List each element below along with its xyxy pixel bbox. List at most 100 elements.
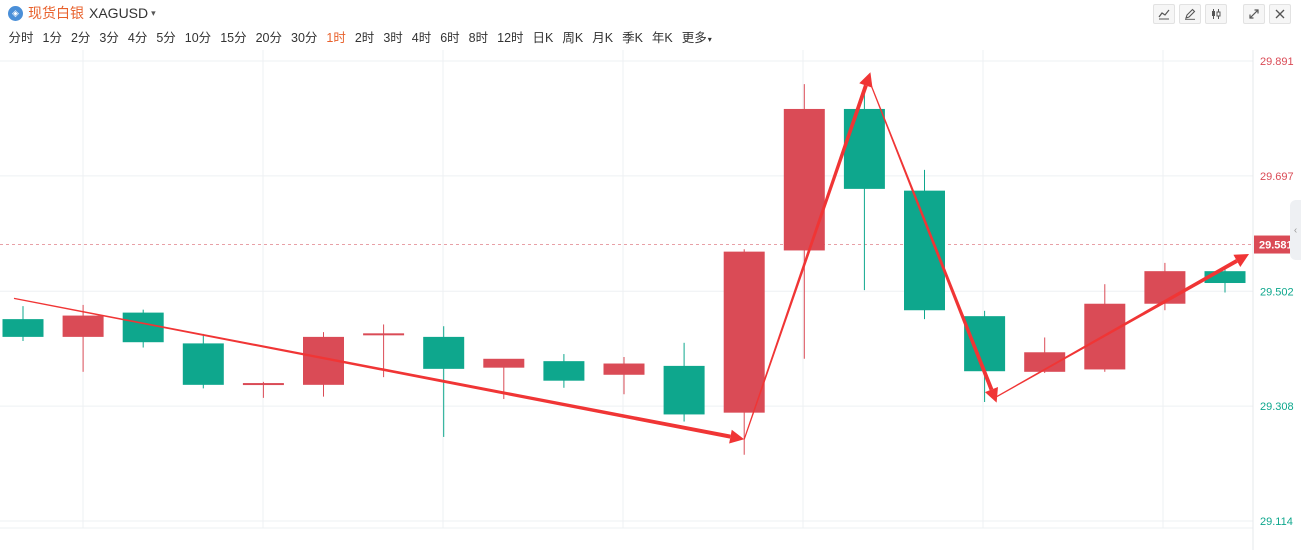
pencil-icon [1185, 8, 1196, 20]
period-tab-label: 年K [651, 30, 673, 45]
fullscreen-button[interactable] [1243, 4, 1265, 24]
candle-body [783, 108, 825, 251]
period-tab[interactable]: 15分 [216, 27, 251, 46]
period-tab-label: 日K [532, 30, 554, 45]
period-tab-label: 3时 [383, 30, 403, 45]
period-tab-label: 2时 [354, 30, 375, 45]
line-tool-button[interactable] [1153, 4, 1175, 24]
trend-arrow-shaft [13, 297, 731, 439]
candle-body [543, 361, 585, 381]
top-bar: ◈ 现货白银 XAGUSD ▾ [0, 0, 1301, 26]
draw-tool-button[interactable] [1179, 4, 1201, 24]
caret-down-icon: ▾ [707, 34, 712, 44]
period-tab[interactable]: 2时 [350, 27, 378, 46]
trend-arrow-shaft [869, 83, 994, 391]
period-tab-label: 周K [562, 30, 584, 45]
period-tab-label: 30分 [291, 30, 318, 45]
period-tab-label: 5分 [156, 30, 176, 45]
period-tab-label: 1分 [42, 30, 62, 45]
trend-arrow-head [729, 429, 745, 444]
trend-arrow-head [984, 387, 998, 403]
chevron-down-icon: ▾ [151, 7, 156, 18]
period-tab[interactable]: 分时 [4, 27, 38, 46]
candle-body [904, 190, 945, 311]
close-icon [1275, 9, 1285, 19]
expand-icon [1249, 9, 1259, 19]
candlestick-icon [1212, 9, 1221, 19]
trend-arrow-shaft [743, 84, 868, 440]
candle-body [1024, 352, 1066, 372]
candle-tool-button[interactable] [1205, 4, 1227, 24]
period-tab-label: 12时 [497, 30, 524, 45]
candle-body [182, 343, 224, 385]
toolbar [1153, 4, 1291, 24]
candle-body [483, 358, 525, 368]
collapse-panel-button[interactable]: ‹ [1290, 200, 1301, 260]
candle-body [122, 312, 164, 343]
period-tab[interactable]: 日K [528, 27, 558, 46]
trend-arrow-head [1233, 253, 1250, 267]
period-tab[interactable]: 6时 [436, 27, 464, 46]
period-tab[interactable]: 3分 [95, 27, 123, 46]
period-tab-label: 6时 [440, 30, 460, 45]
y-tick-label: 29.114 [1260, 516, 1293, 528]
period-tab[interactable]: 月K [588, 27, 618, 46]
candle-body [723, 251, 765, 413]
period-tab[interactable]: 3时 [379, 27, 407, 46]
period-tab-label: 更多 [681, 30, 707, 45]
period-tab[interactable]: 20分 [251, 27, 286, 46]
line-chart-icon [1158, 9, 1170, 20]
symbol-selector[interactable]: ◈ 现货白银 XAGUSD ▾ [8, 3, 156, 23]
trend-arrow-shaft [996, 259, 1238, 398]
candle-body [1204, 271, 1246, 284]
period-tab[interactable]: 8时 [464, 27, 492, 46]
period-tab[interactable]: 30分 [287, 27, 322, 46]
close-button[interactable] [1269, 4, 1291, 24]
period-tab-label: 4时 [411, 30, 432, 45]
trend-arrow-head [859, 72, 873, 88]
period-tab[interactable]: 季K [618, 27, 648, 46]
period-tab-label: 20分 [255, 30, 282, 45]
period-tab[interactable]: 4时 [407, 27, 435, 46]
candle-body [1144, 271, 1186, 304]
y-tick-label: 29.697 [1260, 171, 1294, 183]
candle-body [363, 333, 405, 336]
period-tab[interactable]: 1时 [322, 27, 350, 46]
period-tab-label: 季K [622, 30, 643, 45]
candle-body [242, 383, 284, 386]
y-tick-label: 29.891 [1260, 56, 1294, 68]
candle-body [603, 363, 645, 375]
period-tab[interactable]: 5分 [152, 27, 180, 46]
period-tab-label: 2分 [70, 30, 91, 45]
candle-body [423, 336, 465, 369]
symbol-name: 现货白银 [28, 5, 84, 21]
period-tabs: 分时 1分 2分 3分 4分 5分 10分 15分 20分 30分 1时 2时 3时 4时 6时 8时 12时日… [4, 26, 716, 46]
period-tab-label: 4分 [127, 30, 148, 45]
period-tab-label: 10分 [184, 30, 212, 45]
symbol-code: XAGUSD [89, 5, 149, 21]
candle-body [964, 316, 1006, 372]
period-tab[interactable]: 周K [558, 27, 588, 46]
y-tick-label: 29.308 [1260, 401, 1294, 413]
period-tab-label: 3分 [99, 30, 119, 45]
period-tab[interactable]: 年K [647, 27, 677, 46]
period-tab[interactable]: 10分 [180, 27, 215, 46]
period-tab[interactable]: 4分 [123, 27, 151, 46]
period-tab[interactable]: 2分 [66, 27, 94, 46]
period-tab[interactable]: 12时 [493, 27, 528, 46]
y-tick-label: 29.502 [1260, 286, 1294, 298]
silver-icon: ◈ [8, 5, 23, 21]
candle-body [663, 365, 705, 415]
period-tab-label: 分时 [8, 30, 34, 45]
current-price-tag [1254, 235, 1300, 254]
current-price-label: 29.581 [1259, 240, 1293, 252]
period-tab-label: 15分 [220, 30, 247, 45]
candle-body [843, 108, 885, 189]
period-tab-label: 月K [592, 30, 614, 45]
period-tab-label: 1时 [326, 30, 346, 45]
period-tab[interactable]: 1分 [38, 27, 66, 46]
chevron-left-icon: ‹ [1293, 224, 1298, 236]
candle-body [2, 319, 44, 337]
period-tab[interactable]: 更多▾ [677, 27, 716, 46]
